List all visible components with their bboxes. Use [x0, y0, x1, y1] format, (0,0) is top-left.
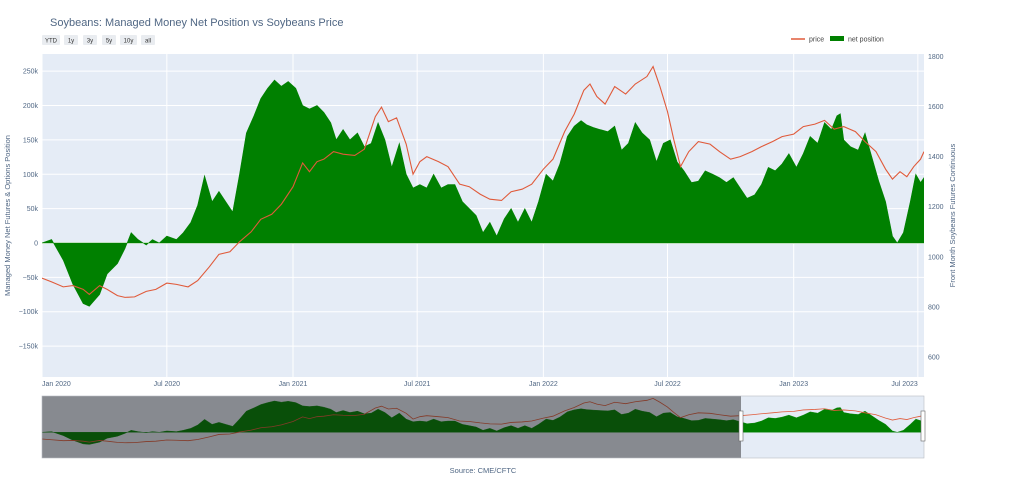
axes: 250k 200k 150k 100k 50k 0 −50k −100k −150k Jan 20…: [19, 54, 944, 388]
x-tick-label: Jul 2022: [654, 381, 681, 388]
series-net-position-area: [42, 79, 924, 307]
range-button-all[interactable]: all: [141, 35, 155, 45]
y-left-tick-label: 50k: [27, 206, 39, 213]
plot-area: [42, 65, 924, 307]
range-slider-mask: [42, 396, 741, 458]
y-right-tick-label: 1000: [928, 254, 944, 261]
y-right-tick-label: 1400: [928, 154, 944, 161]
chart-title: Soybeans: Managed Money Net Position vs …: [50, 17, 344, 29]
y-right-tick-label: 600: [928, 354, 940, 361]
y-left-tick-label: 0: [34, 240, 38, 247]
x-tick-label: Jul 2021: [404, 381, 431, 388]
x-tick-label: Jan 2023: [779, 381, 808, 388]
legend-label-price: price: [809, 37, 824, 44]
range-button-label: 1y: [68, 39, 74, 45]
range-button-label: 10y: [124, 39, 134, 45]
range-button-10y[interactable]: 10y: [120, 35, 137, 45]
y-right-tick-label: 1600: [928, 104, 944, 111]
range-buttons[interactable]: YTD 1y 3y 5y 10y all: [42, 35, 155, 45]
range-slider-price-line: [41, 397, 925, 444]
y-right-tick-label: 1800: [928, 54, 944, 61]
y-left-tick-label: −150k: [19, 344, 39, 351]
y-axis-right-title: Front Month Soybeans Futures Continuous: [948, 144, 957, 288]
y-left-tick-label: −100k: [19, 309, 39, 316]
x-tick-label: Jan 2022: [529, 381, 558, 388]
x-tick-label: Jul 2020: [154, 381, 181, 388]
range-slider-handle-left[interactable]: [738, 410, 744, 442]
y-right-tick-label: 1200: [928, 204, 944, 211]
range-button-3y[interactable]: 3y: [83, 35, 97, 45]
y-right-tick-label: 800: [928, 304, 940, 311]
range-slider[interactable]: [41, 395, 926, 459]
legend-item-net-position[interactable]: net position: [830, 36, 884, 44]
range-slider-handle-right[interactable]: [920, 410, 926, 442]
series-price-line: [42, 65, 924, 298]
range-slider-preview: [41, 397, 925, 445]
range-button-label: 3y: [87, 39, 93, 45]
range-slider-net-position-area: [41, 400, 925, 445]
y-left-tick-label: 200k: [23, 103, 39, 110]
range-button-1y[interactable]: 1y: [64, 35, 78, 45]
legend-item-price[interactable]: price: [791, 37, 824, 44]
y-left-tick-label: 250k: [23, 69, 39, 76]
x-tick-label: Jan 2021: [279, 381, 308, 388]
range-button-ytd[interactable]: YTD: [42, 35, 60, 45]
range-button-label: all: [145, 39, 151, 45]
x-tick-label: Jan 2020: [42, 381, 71, 388]
y-axis-left-title: Managed Money Net Futures & Options Posi…: [3, 135, 12, 296]
source-note: Source: CME/CFTC: [450, 466, 517, 475]
y-left-tick-label: 100k: [23, 172, 39, 179]
range-button-label: YTD: [45, 39, 58, 45]
legend-label-net-position: net position: [848, 37, 884, 44]
legend: price net position: [791, 36, 884, 44]
x-tick-label: Jul 2023: [891, 381, 918, 388]
range-button-5y[interactable]: 5y: [102, 35, 116, 45]
y-left-tick-label: 150k: [23, 137, 39, 144]
y-left-tick-label: −50k: [23, 275, 39, 282]
range-button-label: 5y: [106, 39, 112, 45]
